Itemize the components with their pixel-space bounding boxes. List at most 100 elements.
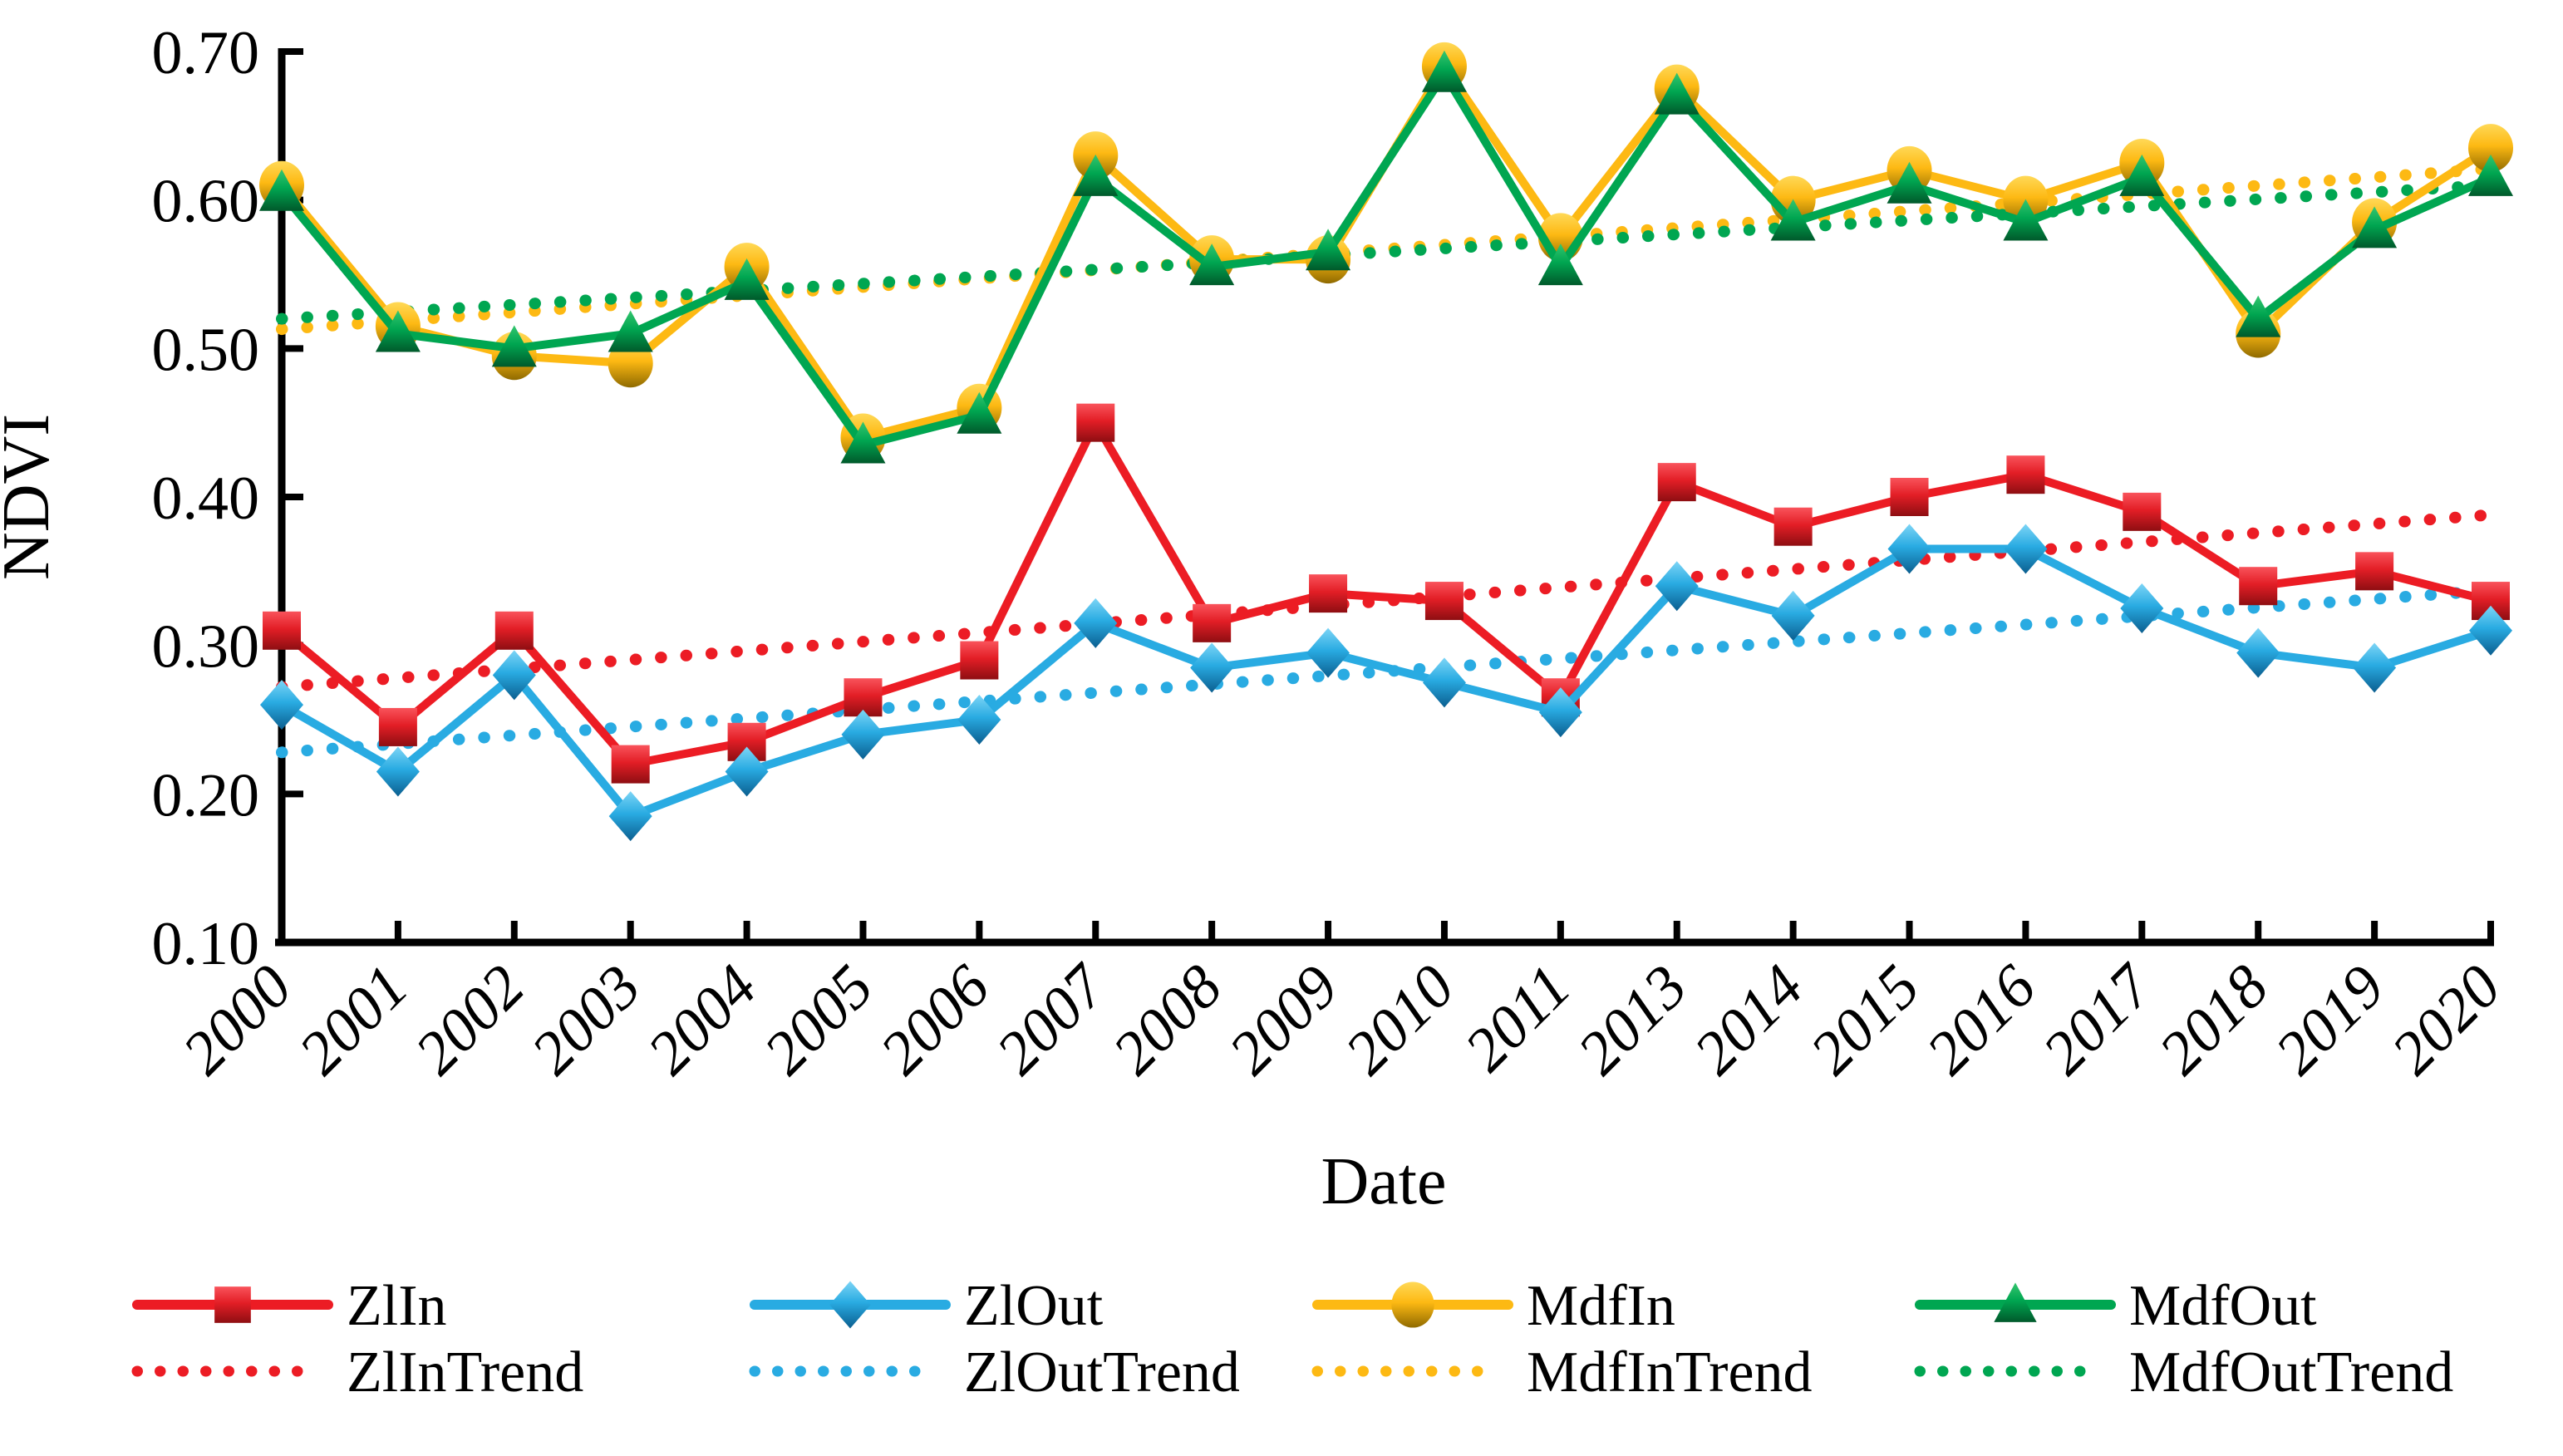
- marker-MdfIn-2020: [2468, 124, 2513, 173]
- marker-MdfOut-2002: [491, 325, 537, 367]
- marker-ZlOut-2001: [376, 746, 420, 797]
- x-tick-label: 2020: [2379, 952, 2514, 1088]
- legend-label-ZlInTrend: ZlInTrend: [347, 1340, 583, 1404]
- y-axis-title: NDVI: [0, 414, 63, 580]
- series-line-ZlIn: [278, 418, 2495, 769]
- marker-ZlIn-2006: [960, 641, 999, 680]
- marker-ZlOut-2020: [2469, 605, 2512, 656]
- series-ZlIn: [263, 403, 2510, 784]
- y-tick-label: 0.30: [152, 613, 260, 681]
- marker-ZlIn-2009: [1309, 574, 1348, 613]
- x-tick-label: 2004: [635, 952, 770, 1088]
- y-tick-label: 0.40: [152, 465, 260, 533]
- marker-MdfOut-2013: [1654, 72, 1700, 115]
- marker-ZlIn-2018: [2239, 567, 2278, 606]
- marker-MdfOut-2018: [2236, 295, 2281, 337]
- marker-MdfOut-2010: [1421, 50, 1467, 92]
- marker-ZlIn-2007: [1076, 403, 1115, 442]
- x-tick-label: 2008: [1100, 952, 1236, 1088]
- legend-marker-MdfIn: [1391, 1281, 1434, 1328]
- x-tick-label: 2011: [1452, 952, 1584, 1085]
- x-tick-label: 2007: [984, 951, 1121, 1088]
- marker-ZlIn-2016: [2006, 455, 2045, 494]
- x-tick-label: 2010: [1332, 952, 1468, 1088]
- marker-ZlOut-2015: [1887, 524, 1931, 574]
- marker-ZlOut-2008: [1190, 642, 1234, 693]
- marker-ZlOut-2017: [2120, 583, 2164, 633]
- marker-ZlOut-2018: [2236, 627, 2280, 678]
- legend-marker-ZlIn: [214, 1286, 251, 1323]
- marker-ZlOut-2002: [492, 650, 536, 701]
- marker-ZlIn-2014: [1773, 507, 1813, 546]
- x-tick-label: 2014: [1681, 952, 1817, 1088]
- marker-MdfOut-2011: [1537, 243, 1583, 286]
- marker-ZlOut-2010: [1422, 657, 1466, 708]
- marker-ZlIn-2001: [378, 707, 417, 746]
- marker-ZlOut-2009: [1306, 627, 1350, 678]
- marker-ZlIn-2002: [494, 611, 534, 650]
- marker-ZlIn-2017: [2123, 492, 2162, 531]
- legend-item-MdfIn: MdfIn: [1312, 1274, 1675, 1338]
- legend-marker-ZlOut: [829, 1281, 871, 1329]
- marker-MdfOut-2008: [1189, 243, 1235, 286]
- legend-item-ZlOutTrend: ZlOutTrend: [749, 1340, 1240, 1404]
- y-tick-label: 0.10: [152, 910, 260, 978]
- legend-label-ZlIn: ZlIn: [347, 1274, 447, 1338]
- y-tick-label: 0.20: [152, 761, 260, 829]
- legend-label-ZlOut: ZlOut: [964, 1274, 1104, 1338]
- x-tick-label: 2006: [868, 952, 1003, 1088]
- series-line-ZlOut: [278, 544, 2495, 821]
- marker-MdfOut-2003: [608, 310, 653, 352]
- legend-item-ZlOut: ZlOut: [750, 1274, 1104, 1338]
- legend-marker-MdfOut: [1994, 1282, 2037, 1322]
- x-tick-label: 2017: [2030, 951, 2167, 1088]
- marker-MdfOut-2009: [1306, 229, 1351, 271]
- trend-ZlOutTrend: [276, 584, 2497, 759]
- legend-label-MdfInTrend: MdfInTrend: [1527, 1340, 1813, 1404]
- x-tick-label: 2001: [286, 952, 421, 1088]
- legend-item-MdfOutTrend: MdfOutTrend: [1914, 1340, 2453, 1404]
- marker-MdfOut-2020: [2468, 154, 2513, 196]
- marker-MdfOut-2017: [2119, 154, 2165, 196]
- legend: ZlIn ZlOut MdfIn MdfOut ZlInTrend ZlOutTrend M…: [131, 1274, 2453, 1404]
- x-tick-label: 2002: [402, 952, 538, 1088]
- marker-ZlIn-2000: [263, 611, 301, 650]
- marker-ZlOut-2000: [260, 680, 303, 730]
- axes: [275, 48, 2494, 947]
- marker-ZlIn-2010: [1424, 582, 1464, 621]
- y-tick-label: 0.70: [152, 19, 260, 87]
- series-MdfOut: [259, 50, 2513, 464]
- marker-MdfOut-2019: [2352, 206, 2398, 248]
- marker-MdfOut-2016: [2003, 199, 2049, 241]
- x-axis-title: Date: [1321, 1145, 1446, 1218]
- marker-ZlIn-2015: [1890, 478, 1929, 516]
- marker-ZlOut-2004: [725, 746, 769, 797]
- legend-label-MdfOut: MdfOut: [2129, 1274, 2317, 1338]
- legend-label-MdfIn: MdfIn: [1527, 1274, 1675, 1338]
- series-line-MdfOut: [278, 69, 2495, 450]
- legend-label-MdfOutTrend: MdfOutTrend: [2129, 1340, 2453, 1404]
- legend-item-MdfInTrend: MdfInTrend: [1311, 1340, 1813, 1404]
- x-tick-label: 2005: [751, 952, 887, 1088]
- x-tick-label: 2003: [519, 952, 654, 1088]
- marker-MdfOut-2006: [957, 391, 1002, 434]
- marker-MdfOut-2015: [1887, 161, 1932, 204]
- x-tick-label: 2015: [1798, 952, 1933, 1088]
- marker-ZlOut-2016: [2004, 524, 2048, 574]
- series-ZlOut: [260, 524, 2512, 842]
- series-MdfIn: [259, 42, 2513, 462]
- legend-item-ZlIn: ZlIn: [132, 1274, 447, 1338]
- y-tick-labels: 0.10 0.20 0.30 0.40 0.50 0.60 0.70: [152, 19, 260, 978]
- marker-MdfOut-2000: [259, 169, 304, 211]
- x-tick-label: 2019: [2262, 952, 2398, 1088]
- marker-MdfOut-2004: [724, 258, 770, 300]
- marker-ZlOut-2019: [2353, 642, 2397, 693]
- marker-ZlOut-2003: [608, 791, 652, 842]
- marker-ZlOut-2014: [1771, 590, 1815, 641]
- marker-MdfOut-2001: [375, 310, 421, 352]
- marker-ZlIn-2013: [1657, 463, 1696, 502]
- y-tick-label: 0.60: [152, 168, 260, 236]
- x-tick-label: 2013: [1565, 952, 1700, 1088]
